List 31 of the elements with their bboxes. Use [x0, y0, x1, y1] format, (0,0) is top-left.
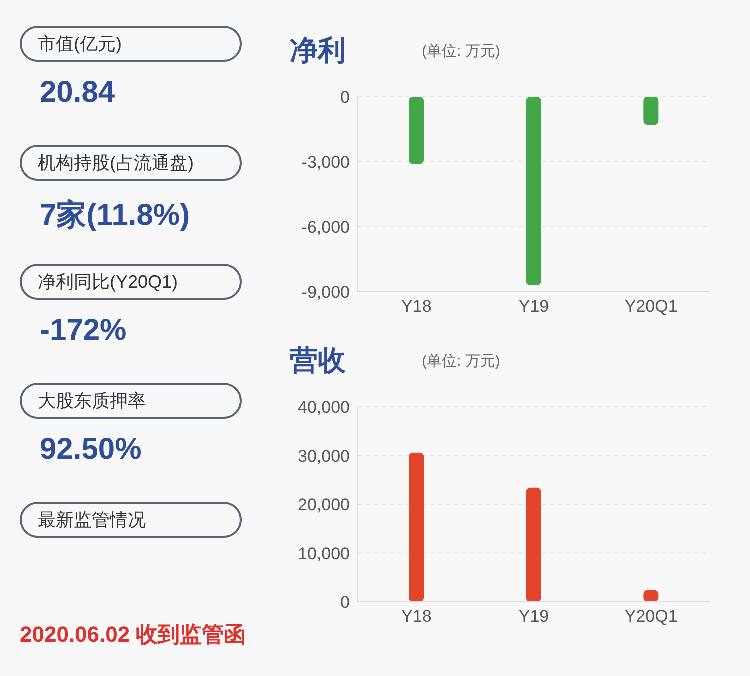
text: 市值(亿元)	[20, 26, 242, 62]
bar	[409, 452, 424, 602]
y-tick-label: 10,000	[298, 544, 350, 564]
x-tick-label: Y19	[518, 607, 550, 626]
text: 7家(11.8%)	[40, 198, 190, 234]
y-tick-label: 30,000	[298, 446, 350, 466]
x-tick-label: Y20Q1	[624, 607, 678, 626]
y-tick-label: 40,000	[298, 398, 350, 418]
text: 92.50%	[40, 433, 142, 467]
y-tick-label: -3,000	[302, 153, 350, 172]
text: 20.84	[40, 76, 116, 110]
y-tick-label: -6,000	[302, 218, 350, 238]
text: 净利同比(Y20Q1)	[20, 264, 242, 300]
text: 2020.06.02 收到监管函	[20, 621, 246, 649]
bar	[526, 488, 542, 602]
text: -172%	[40, 314, 127, 348]
y-tick-label: 0	[340, 88, 350, 108]
text: 机构持股(占流通盘)	[20, 145, 242, 181]
chart-subtitle: (单位: 万元)	[422, 42, 500, 61]
x-tick-label: Y18	[402, 607, 432, 626]
x-tick-label: Y20Q1	[624, 297, 678, 316]
chart-subtitle: (单位: 万元)	[422, 352, 500, 371]
y-tick-label: -9,000	[302, 283, 350, 302]
chart-title: 净利	[290, 34, 346, 68]
x-tick-label: Y19	[518, 297, 550, 316]
y-tick-label: 20,000	[298, 496, 350, 515]
text: 大股东质押率	[20, 383, 242, 419]
text: 最新监管情况	[20, 502, 242, 538]
y-tick-label: 0	[340, 593, 350, 612]
chart-title: 营收	[290, 344, 346, 378]
x-tick-label: Y18	[402, 297, 432, 316]
